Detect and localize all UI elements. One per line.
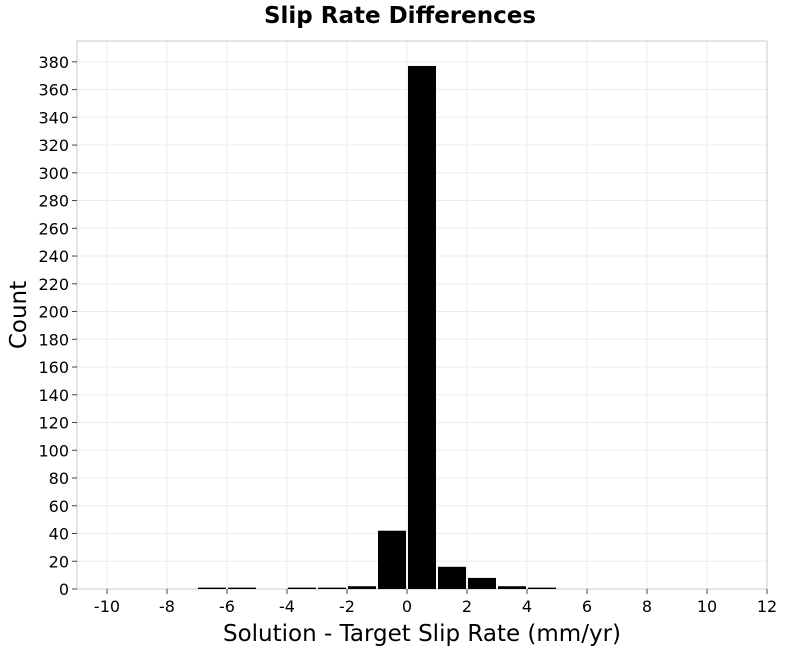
y-tick-label: 380: [38, 53, 69, 72]
y-tick-label: 260: [38, 219, 69, 238]
chart-title: Slip Rate Differences: [264, 3, 536, 29]
y-tick-label: 200: [38, 303, 69, 322]
x-tick-label: -2: [339, 597, 355, 616]
y-tick-label: 240: [38, 247, 69, 266]
y-tick-label: 140: [38, 386, 69, 405]
y-tick-label: 80: [49, 469, 69, 488]
y-tick-label: 360: [38, 81, 69, 100]
y-tick-label: 180: [38, 330, 69, 349]
histogram-bar: [498, 586, 526, 589]
histogram-bar: [408, 65, 436, 589]
y-tick-label: 20: [49, 552, 69, 571]
y-tick-label: 60: [49, 497, 69, 516]
histogram-bar: [348, 586, 376, 589]
y-tick-label: 320: [38, 136, 69, 155]
y-tick-label: 40: [49, 525, 69, 544]
x-axis-label: Solution - Target Slip Rate (mm/yr): [223, 621, 621, 647]
histogram-bar: [288, 587, 316, 589]
histogram-bar: [528, 587, 556, 589]
y-tick-label: 120: [38, 414, 69, 433]
y-tick-label: 0: [59, 580, 69, 599]
y-tick-label: 160: [38, 358, 69, 377]
x-tick-label: -10: [94, 597, 120, 616]
x-tick-label: 6: [582, 597, 592, 616]
x-tick-label: 8: [642, 597, 652, 616]
histogram-bar: [228, 587, 256, 589]
x-tick-label: 12: [757, 597, 777, 616]
x-tick-label: 0: [402, 597, 412, 616]
histogram-bar: [378, 530, 406, 589]
x-tick-label: 4: [522, 597, 532, 616]
histogram-bar: [468, 577, 496, 589]
x-tick-label: -6: [219, 597, 235, 616]
y-tick-label: 100: [38, 441, 69, 460]
y-axis-ticks: 0 20 40 60 80 100 120 140 160 180 200 220 240 260 280 3…: [38, 53, 77, 599]
histogram-bar: [198, 587, 226, 589]
y-axis-label: Count: [6, 281, 32, 349]
y-tick-label: 340: [38, 108, 69, 127]
x-tick-label: -4: [279, 597, 295, 616]
bars: [198, 65, 556, 589]
x-tick-label: 10: [697, 597, 717, 616]
x-axis-ticks: -10 -8 -6 -4 -2 0 2 4 6 8 10 12: [94, 589, 777, 616]
histogram-bar: [318, 587, 346, 589]
y-tick-label: 220: [38, 275, 69, 294]
y-tick-label: 280: [38, 192, 69, 211]
x-tick-label: -8: [159, 597, 175, 616]
x-tick-label: 2: [462, 597, 472, 616]
histogram-bar: [438, 566, 466, 589]
y-tick-label: 300: [38, 164, 69, 183]
